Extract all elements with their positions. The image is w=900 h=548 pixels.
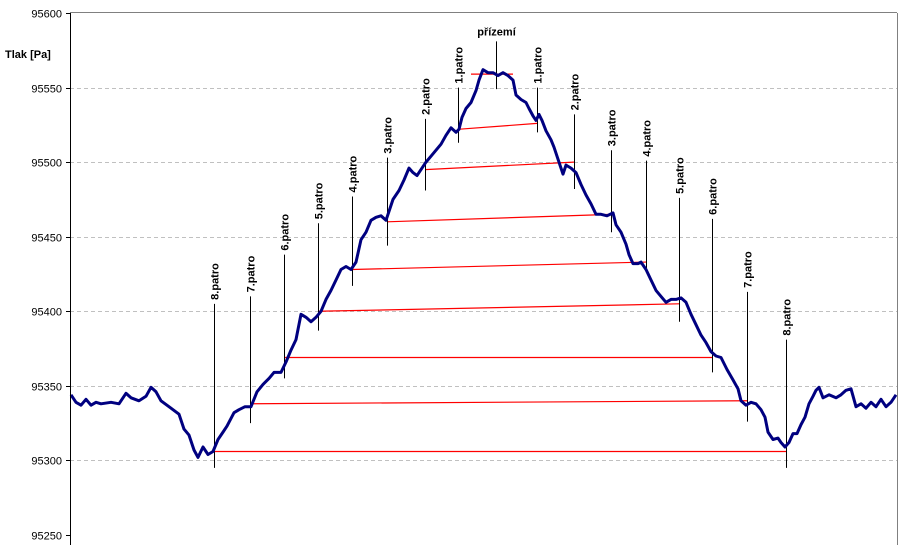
floor-marker-label: 5.patro <box>675 157 687 194</box>
floor-marker-label: 2.patro <box>421 78 433 115</box>
y-tick-label: 95400 <box>31 307 62 319</box>
floor-marker-label: 1.patro <box>454 47 466 84</box>
y-tick-label: 95450 <box>31 233 62 245</box>
floor-marker-label: přízemí <box>477 26 516 38</box>
floor-marker-label: 6.patro <box>280 214 292 251</box>
y-tick-label: 95300 <box>31 456 62 468</box>
floor-marker-label: 8.patro <box>210 263 222 300</box>
floor-marker-label: 7.patro <box>246 255 258 292</box>
floor-marker-label: 5.patro <box>314 182 326 219</box>
floor-level-line <box>457 122 538 130</box>
y-tick-label: 95550 <box>31 84 62 96</box>
floor-level-line <box>424 161 575 171</box>
y-tick-label: 95250 <box>31 531 62 543</box>
floor-marker-label: 2.patro <box>570 73 582 110</box>
floor-marker-label: 3.patro <box>607 109 619 146</box>
floor-marker-label: 4.patro <box>348 155 360 192</box>
floor-marker-label: 3.patro <box>383 117 395 154</box>
floor-marker-label: 7.patro <box>743 251 755 288</box>
y-tick-label: 95350 <box>31 382 62 394</box>
floor-level-line <box>351 261 647 271</box>
floor-marker-label: 6.patro <box>708 178 720 215</box>
floor-marker-label: 8.patro <box>782 299 794 336</box>
floor-level-line <box>249 400 748 405</box>
floor-marker-label: 1.patro <box>533 47 545 84</box>
floor-level-line <box>386 213 612 223</box>
y-tick-label: 95600 <box>31 9 62 21</box>
floor-level-line <box>317 303 680 312</box>
y-tick-label: 95500 <box>31 158 62 170</box>
floor-marker-label: 4.patro <box>642 120 654 157</box>
pressure-series-line <box>69 68 898 459</box>
y-axis-label: Tlak [Pa] <box>5 49 51 61</box>
